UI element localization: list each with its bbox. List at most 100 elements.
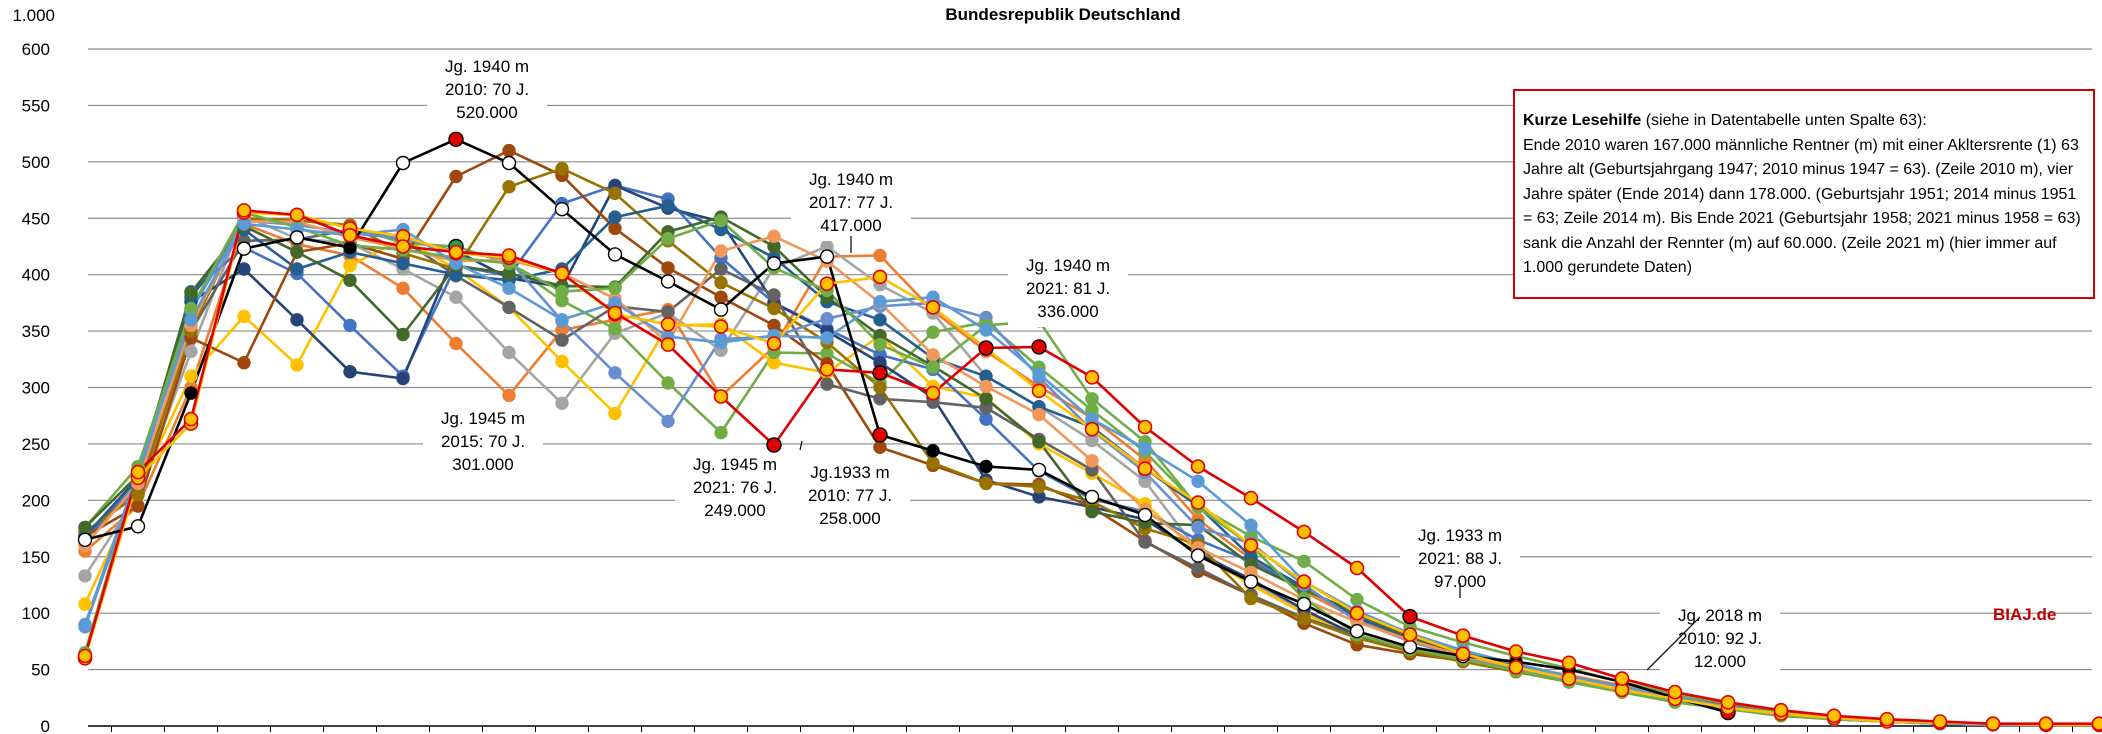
data-point [1932,714,1948,729]
annotation-leader [799,440,803,451]
data-point [1085,454,1099,468]
data-point [1191,520,1205,535]
data-point [607,305,623,321]
data-point [555,333,569,347]
data-point [1402,639,1418,655]
data-point [608,186,622,201]
reading-help-box: Kurze Lesehilfe (siehe in Datentabelle u… [1513,89,2095,299]
data-point [1031,383,1047,399]
y-tick-label: 200 [22,491,50,510]
annotation-line: 417.000 [820,216,881,235]
data-point [289,230,305,245]
data-point [872,269,888,285]
data-point [979,392,993,406]
data-point [396,256,410,271]
data-point [925,300,941,315]
data-point [343,365,357,379]
data-point [1297,612,1311,626]
data-point [1191,474,1205,488]
y-tick-label: 350 [22,322,50,341]
annotation-line: 520.000 [456,103,517,122]
data-point [78,520,92,535]
data-point [608,366,622,380]
y-tick-label: 500 [22,153,50,172]
data-point [555,313,569,327]
data-point [1138,535,1152,549]
annotation-line: 2010: 70 J. [445,80,529,99]
y-tick-label: 600 [22,40,50,59]
y-tick-label: 400 [22,266,50,285]
annotation-line: Jg. 1933 m [1418,526,1502,545]
data-point [184,369,198,383]
data-point [449,290,463,304]
data-point [77,648,93,664]
series-markers [77,131,2102,733]
data-point [660,274,676,289]
data-point [1190,548,1206,563]
data-point [502,345,516,360]
data-point [979,459,993,474]
annotation-bg [791,168,911,241]
annotation-line: 301.000 [452,455,513,474]
y-unit-label: 1.000 [12,6,55,25]
data-point [501,248,517,263]
data-point [872,365,888,381]
data-point [1084,489,1100,505]
data-point [1032,367,1046,381]
data-point [1455,628,1471,644]
annotation-line: Jg.1933 m [810,463,889,482]
data-point [1350,592,1364,607]
y-tick-label: 50 [31,661,50,680]
chart-title: Bundesrepublik Deutschland [945,5,1180,24]
data-point [926,444,940,458]
data-point [1032,480,1046,494]
annotation-label: Jg.1933 m 2010: 77 J. 258.000 [808,463,892,528]
data-point [978,340,994,356]
data-point [396,371,410,386]
data-point [290,262,304,276]
data-point [873,313,887,327]
data-point [1614,671,1630,686]
data-point [1296,596,1312,612]
annotation-bg [1660,604,1780,677]
annotation-line: 336.000 [1037,302,1098,321]
annotation-label: Jg. 1940 m 2017: 77 J. 417.000 [809,170,893,235]
data-point [130,464,146,480]
data-point [661,376,675,390]
annotation-line: Jg. 1940 m [1026,256,1110,275]
annotation-label: Jg. 1945 m 2015: 70 J. 301.000 [441,409,525,474]
y-tick-label: 300 [22,379,50,398]
data-point [926,325,940,339]
data-point [1773,702,1789,718]
data-point [608,406,622,421]
data-point [236,203,252,218]
annotation-bg [790,461,910,534]
data-point [184,386,198,400]
data-point [1349,605,1365,621]
data-point [555,284,569,299]
data-point [1032,435,1046,449]
data-point [237,262,251,276]
annotation-line: Jg. 1945 m [441,409,525,428]
data-point [1296,574,1312,589]
note-body: Ende 2010 waren 167.000 männliche Rentne… [1523,136,2081,277]
annotation-line: 249.000 [704,501,765,520]
annotation-line: 97.000 [1434,572,1486,591]
data-point [1402,627,1418,642]
data-point [502,388,516,403]
data-point [1243,574,1259,589]
data-point [501,155,517,171]
data-point [236,241,252,256]
data-point [1190,459,1206,474]
data-point [714,213,728,228]
annotation-line: Jg. 2018 m [1678,606,1762,625]
annotation-label: Jg. 1933 m 2021: 88 J. 97.000 [1418,526,1502,591]
y-tick-label: 250 [22,435,50,454]
data-point [449,336,463,351]
data-point [713,319,729,334]
data-point [343,240,357,255]
data-point [873,380,887,395]
data-point [979,412,993,426]
data-point [872,427,888,443]
data-point [714,275,728,290]
